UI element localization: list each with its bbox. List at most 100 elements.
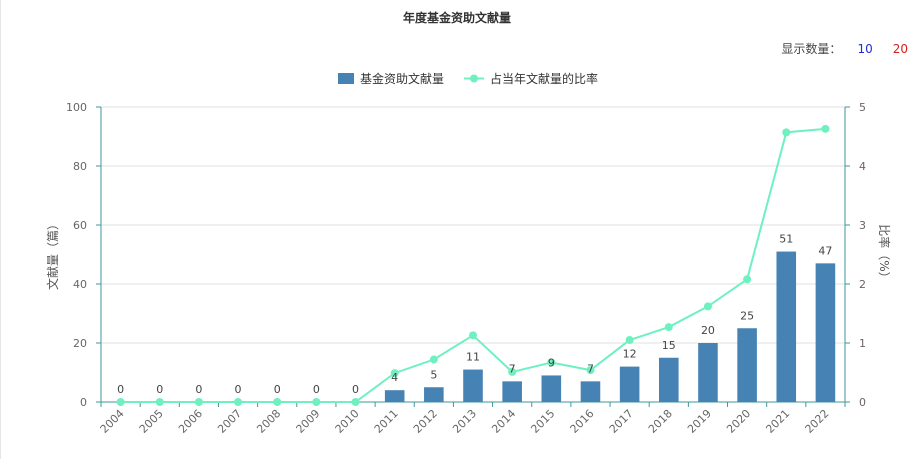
bar-value-label: 0 (352, 383, 359, 396)
bar-value-label: 12 (623, 348, 637, 361)
bar-value-label: 0 (235, 383, 242, 396)
ratio-point (625, 336, 634, 345)
y-tick-label: 20 (73, 337, 87, 350)
bar (424, 387, 444, 402)
bar-value-label: 11 (466, 351, 480, 364)
x-tick-label: 2015 (528, 407, 557, 436)
bar-value-label: 7 (587, 362, 594, 375)
x-tick-label: 2009 (293, 407, 322, 436)
y-tick-label: 60 (73, 219, 87, 232)
y-tick-label: 80 (73, 160, 87, 173)
bar-value-label: 15 (662, 339, 676, 352)
y2-tick-label: 2 (859, 278, 866, 291)
bar-value-label: 7 (509, 362, 516, 375)
line-series (116, 124, 830, 406)
ratio-point (429, 355, 438, 364)
x-tick-label: 2022 (803, 407, 832, 436)
legend-item-line[interactable]: 占当年文献量的比率 (464, 71, 598, 86)
display-count-control: 显示数量： 10 20 (781, 40, 908, 57)
x-tick-label: 2006 (176, 407, 205, 436)
chart-title: 年度基金资助文献量 (402, 11, 511, 25)
x-tick-label: 2020 (724, 407, 753, 436)
bar-value-label: 25 (740, 309, 754, 322)
legend-line-label: 占当年文献量的比率 (490, 71, 598, 86)
x-tick-label: 2016 (568, 407, 597, 436)
bar-value-label: 20 (701, 324, 715, 337)
y2-tick-label: 1 (859, 337, 866, 350)
bar (815, 263, 836, 402)
ratio-point (508, 367, 517, 376)
y-tick-label: 100 (66, 101, 87, 114)
display-count-option-20[interactable]: 20 (892, 41, 908, 56)
legend-bar-label: 基金资助文献量 (360, 71, 444, 86)
bar (659, 357, 679, 402)
bar (463, 369, 483, 402)
bar (776, 251, 797, 402)
bar (737, 328, 757, 402)
legend-item-bar[interactable]: 基金资助文献量 (338, 71, 444, 86)
bar (580, 381, 601, 402)
x-tick-label: 2021 (763, 407, 792, 436)
x-tick-label: 2011 (372, 407, 401, 436)
ratio-point (703, 302, 712, 311)
bar-value-label: 47 (818, 244, 832, 257)
y-tick-label: 0 (80, 396, 87, 409)
ratio-point (664, 323, 673, 332)
legend: 基金资助文献量 占当年文献量的比率 (338, 71, 598, 86)
ratio-point (743, 275, 752, 284)
bar (384, 390, 405, 402)
ratio-point (312, 398, 321, 406)
x-tick-label: 2008 (254, 407, 283, 436)
ratio-point (469, 331, 477, 340)
ratio-point (547, 358, 556, 367)
ratio-point (194, 398, 203, 406)
x-tick-label: 2010 (333, 407, 362, 436)
display-count-option-10[interactable]: 10 (857, 41, 873, 56)
bar (502, 381, 522, 402)
legend-bar-swatch (338, 73, 354, 84)
bar (619, 366, 640, 402)
grid-lines (101, 106, 845, 344)
bar-value-label: 0 (156, 383, 163, 396)
bar (698, 343, 718, 402)
x-tick-label: 2012 (411, 407, 440, 436)
bar-value-label: 5 (430, 368, 437, 381)
x-tick-label: 2005 (137, 407, 166, 436)
display-count-label: 显示数量： (781, 42, 842, 56)
bar-series (384, 251, 836, 402)
ratio-point (273, 398, 282, 406)
bar-value-label: 4 (391, 371, 398, 384)
bar (541, 375, 562, 402)
ratio-point (116, 398, 125, 406)
x-tick-label: 2018 (646, 407, 675, 436)
legend-line-marker (470, 74, 478, 83)
bar-value-label: 0 (195, 383, 202, 396)
ratio-point (351, 398, 360, 406)
y2-tick-label: 3 (859, 219, 866, 232)
x-tick-label: 2019 (685, 407, 714, 436)
left-border (0, 0, 1, 459)
bar-value-label: 0 (274, 383, 281, 396)
bar-value-label: 51 (779, 233, 793, 246)
ratio-point (586, 366, 595, 375)
x-tick-label: 2013 (450, 407, 479, 436)
ratio-point (821, 124, 830, 133)
ratio-point (155, 398, 164, 406)
x-tick-label: 2007 (215, 407, 244, 436)
y-axis-title: 文献量（篇） (45, 218, 60, 290)
y2-tick-label: 0 (859, 396, 866, 409)
x-tick-label: 2014 (489, 407, 518, 436)
bar-value-label: 0 (117, 383, 124, 396)
bar-value-label: 9 (548, 356, 555, 369)
bar-value-label: 0 (313, 383, 320, 396)
y2-tick-label: 4 (859, 160, 866, 173)
ratio-point (234, 398, 243, 406)
x-tick-label: 2004 (98, 407, 127, 436)
y2-tick-label: 5 (859, 101, 866, 114)
y-tick-label: 40 (73, 278, 87, 291)
y2-axis-title: 比率（%） (877, 224, 892, 283)
data-labels: 0 0 0 0 0 0 0 4 5 11 7 9 7 12 15 20 25 51 47 (117, 233, 832, 396)
ratio-point (782, 128, 791, 137)
ratio-point (390, 369, 399, 378)
